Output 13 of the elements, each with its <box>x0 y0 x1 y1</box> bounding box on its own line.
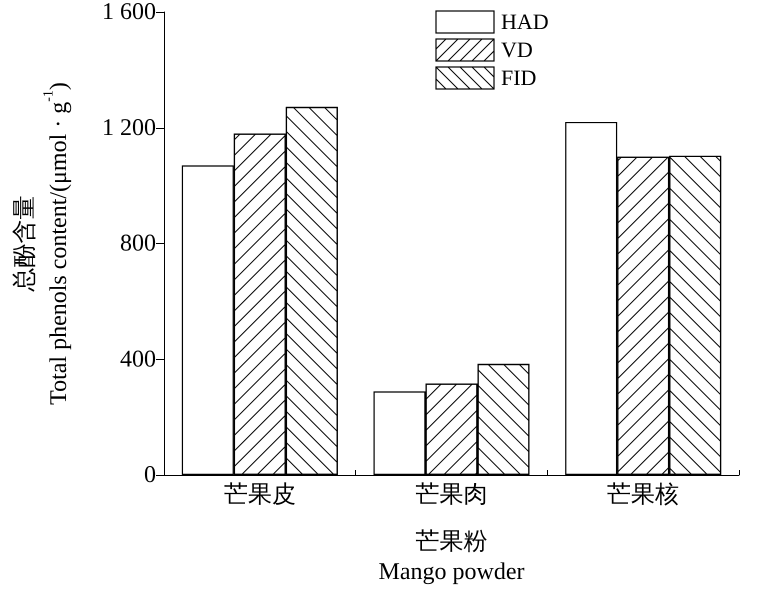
y-tick-label: 1 600 <box>102 0 156 25</box>
x-tick-label: 芒果核 <box>607 482 680 508</box>
x-tick-label: 芒果皮 <box>224 482 296 508</box>
x-tick-label: 芒果肉 <box>416 482 488 508</box>
y-tick-label: 1 200 <box>102 114 156 141</box>
y-axis-title: 总酚含量 Total phenols content/(μmol · g-1) <box>12 82 72 405</box>
y-tick-label: 400 <box>120 346 156 372</box>
legend-label: FID <box>501 65 536 91</box>
x-axis-title: 芒果粉 Mango powder <box>378 529 524 585</box>
y-tick-label: 0 <box>144 462 156 488</box>
legend-label: HAD <box>501 9 549 35</box>
y-tick-label: 800 <box>120 230 156 256</box>
legend-label: VD <box>501 37 533 63</box>
